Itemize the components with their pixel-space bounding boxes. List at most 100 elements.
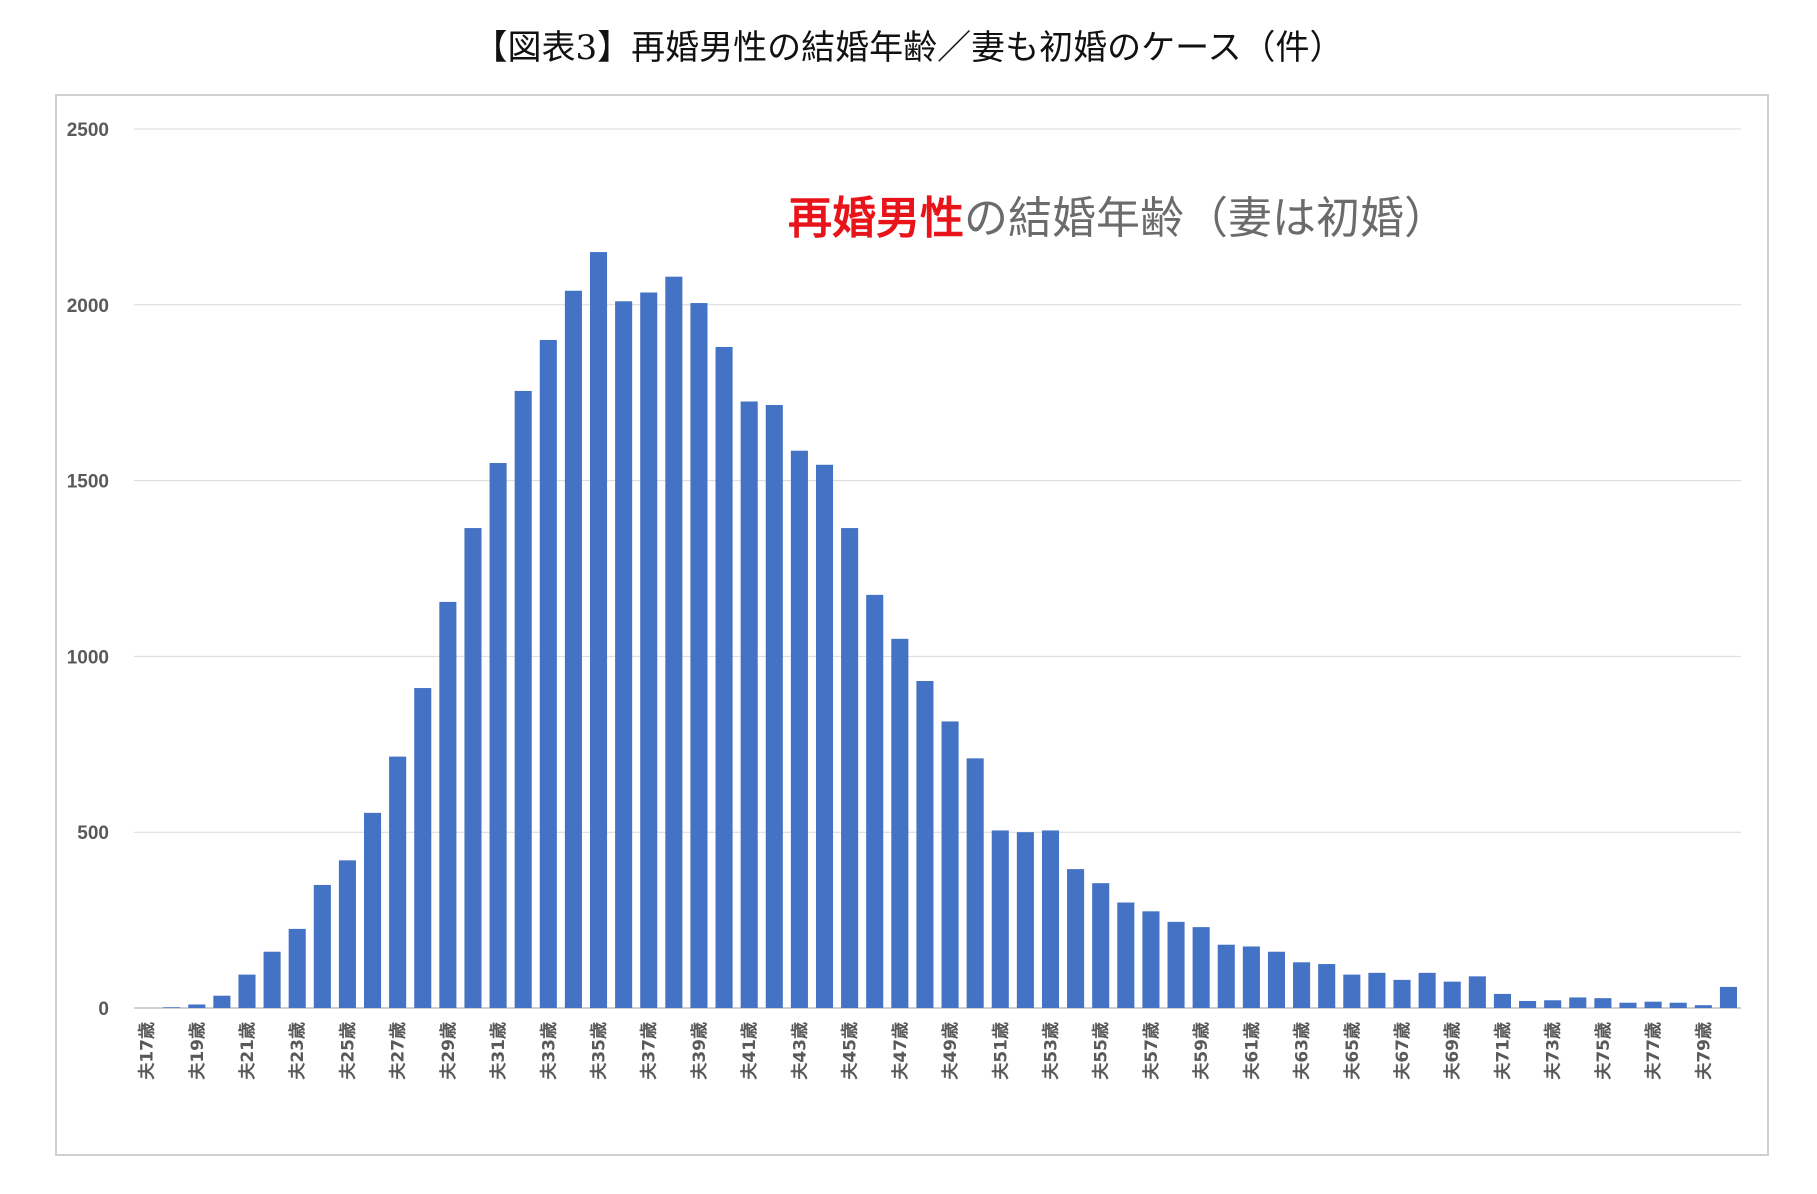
annotation-highlight: 再婚男性 [788,193,964,244]
bar [389,756,407,1008]
bar [1217,944,1235,1008]
bar [815,464,834,1008]
x-tick-label: 夫45歳 [840,1022,861,1080]
x-tick-label: 夫25歳 [337,1022,358,1080]
x-tick-label: 夫41歳 [739,1022,760,1080]
bar [1443,981,1461,1008]
x-tick-label: 夫27歳 [388,1022,409,1080]
bar [615,301,633,1008]
x-tick-label: 夫39歳 [689,1022,710,1080]
chart-annotation: 再婚男性の結婚年齢（妻は初婚） [788,193,1448,244]
bar [313,884,331,1008]
y-tick-label: 2000 [67,296,109,317]
bar [238,974,256,1008]
x-tick-label: 夫47歳 [890,1022,911,1080]
bar [188,1004,206,1008]
bar [1468,976,1486,1008]
bar [1343,974,1361,1008]
x-tick-label: 夫37歳 [639,1022,660,1080]
bar [564,290,582,1009]
y-tick-label: 1000 [67,647,109,668]
x-tick-label: 夫21歳 [237,1022,258,1080]
bar [891,638,909,1008]
bar [364,812,382,1008]
bar [1694,1005,1712,1008]
bar [263,951,281,1008]
figure-title: 【図表3】再婚男性の結婚年齢／妻も初婚のケース（件） [473,28,1344,68]
bar [1192,927,1210,1008]
x-tick-label: 夫59歳 [1191,1022,1212,1080]
bar [966,758,984,1008]
bar [213,995,231,1008]
bar [1644,1001,1662,1008]
x-tick-label: 夫65歳 [1342,1022,1363,1080]
bar [589,252,608,1008]
bar [1293,962,1311,1008]
y-tick-label: 1500 [67,472,109,493]
bar [1619,1002,1637,1008]
bar [991,830,1009,1008]
bar [1242,946,1260,1008]
bar [1318,964,1336,1008]
bar [916,681,934,1008]
x-tick-label: 夫49歳 [940,1022,961,1080]
x-tick-label: 夫29歳 [438,1022,459,1080]
bar [1142,911,1160,1008]
bar [514,390,532,1008]
bar [690,303,708,1008]
bar [790,450,808,1008]
bar [489,463,507,1008]
x-tick-label: 夫71歳 [1492,1022,1513,1080]
bar-chart: 0 500 1000 1500 2000 2500 夫17歳 夫19歳 夫21歳 夫23歳 夫25歳… [67,120,1741,1080]
x-tick-label: 夫17歳 [137,1022,158,1080]
bar [1719,986,1737,1008]
x-tick-label: 夫33歳 [538,1022,559,1080]
bar [715,346,733,1008]
x-tick-label: 夫53歳 [1040,1022,1061,1080]
y-tick-label: 0 [98,999,109,1020]
bar [1519,1000,1537,1008]
bar [1493,993,1511,1008]
bar [163,1007,181,1008]
y-tick-label: 2500 [67,120,109,141]
bar [1041,830,1060,1008]
bar [1569,997,1587,1008]
bar [1067,869,1085,1008]
bar [1117,902,1135,1008]
x-tick-label: 夫31歳 [488,1022,509,1080]
x-tick-label: 夫79歳 [1693,1022,1714,1080]
y-tick-label: 500 [77,823,109,844]
bar [941,721,959,1008]
chart-area: 0 500 1000 1500 2000 2500 夫17歳 夫19歳 夫21歳 夫23歳 夫25歳… [55,94,1769,1156]
x-tick-label: 夫23歳 [287,1022,308,1080]
bar [1669,1002,1687,1008]
bar [740,401,758,1008]
bar [841,528,859,1008]
x-tick-label: 夫69歳 [1442,1022,1463,1080]
bar [1594,998,1612,1008]
x-tick-label: 夫63歳 [1292,1022,1313,1080]
bar [1267,951,1286,1008]
bar [665,276,683,1008]
bar [1092,883,1110,1008]
bar [539,339,557,1008]
bar [464,528,482,1008]
x-tick-label: 夫43歳 [789,1022,810,1080]
bar [640,292,658,1008]
bar [765,405,783,1009]
bar [1016,832,1034,1008]
x-tick-label: 夫61歳 [1241,1022,1262,1080]
bar [1393,979,1411,1008]
bar [866,594,884,1008]
bar [338,860,356,1008]
bar [414,688,432,1008]
x-tick-label: 夫35歳 [589,1022,610,1080]
x-tick-label: 夫19歳 [187,1022,208,1080]
x-tick-label: 夫57歳 [1141,1022,1162,1080]
x-tick-label: 夫77歳 [1643,1022,1664,1080]
annotation-rest: の結婚年齢（妻は初婚） [964,193,1448,244]
x-tick-label: 夫55歳 [1091,1022,1112,1080]
x-tick-label: 夫73歳 [1543,1022,1564,1080]
bar [288,928,306,1008]
bar [1368,972,1386,1008]
